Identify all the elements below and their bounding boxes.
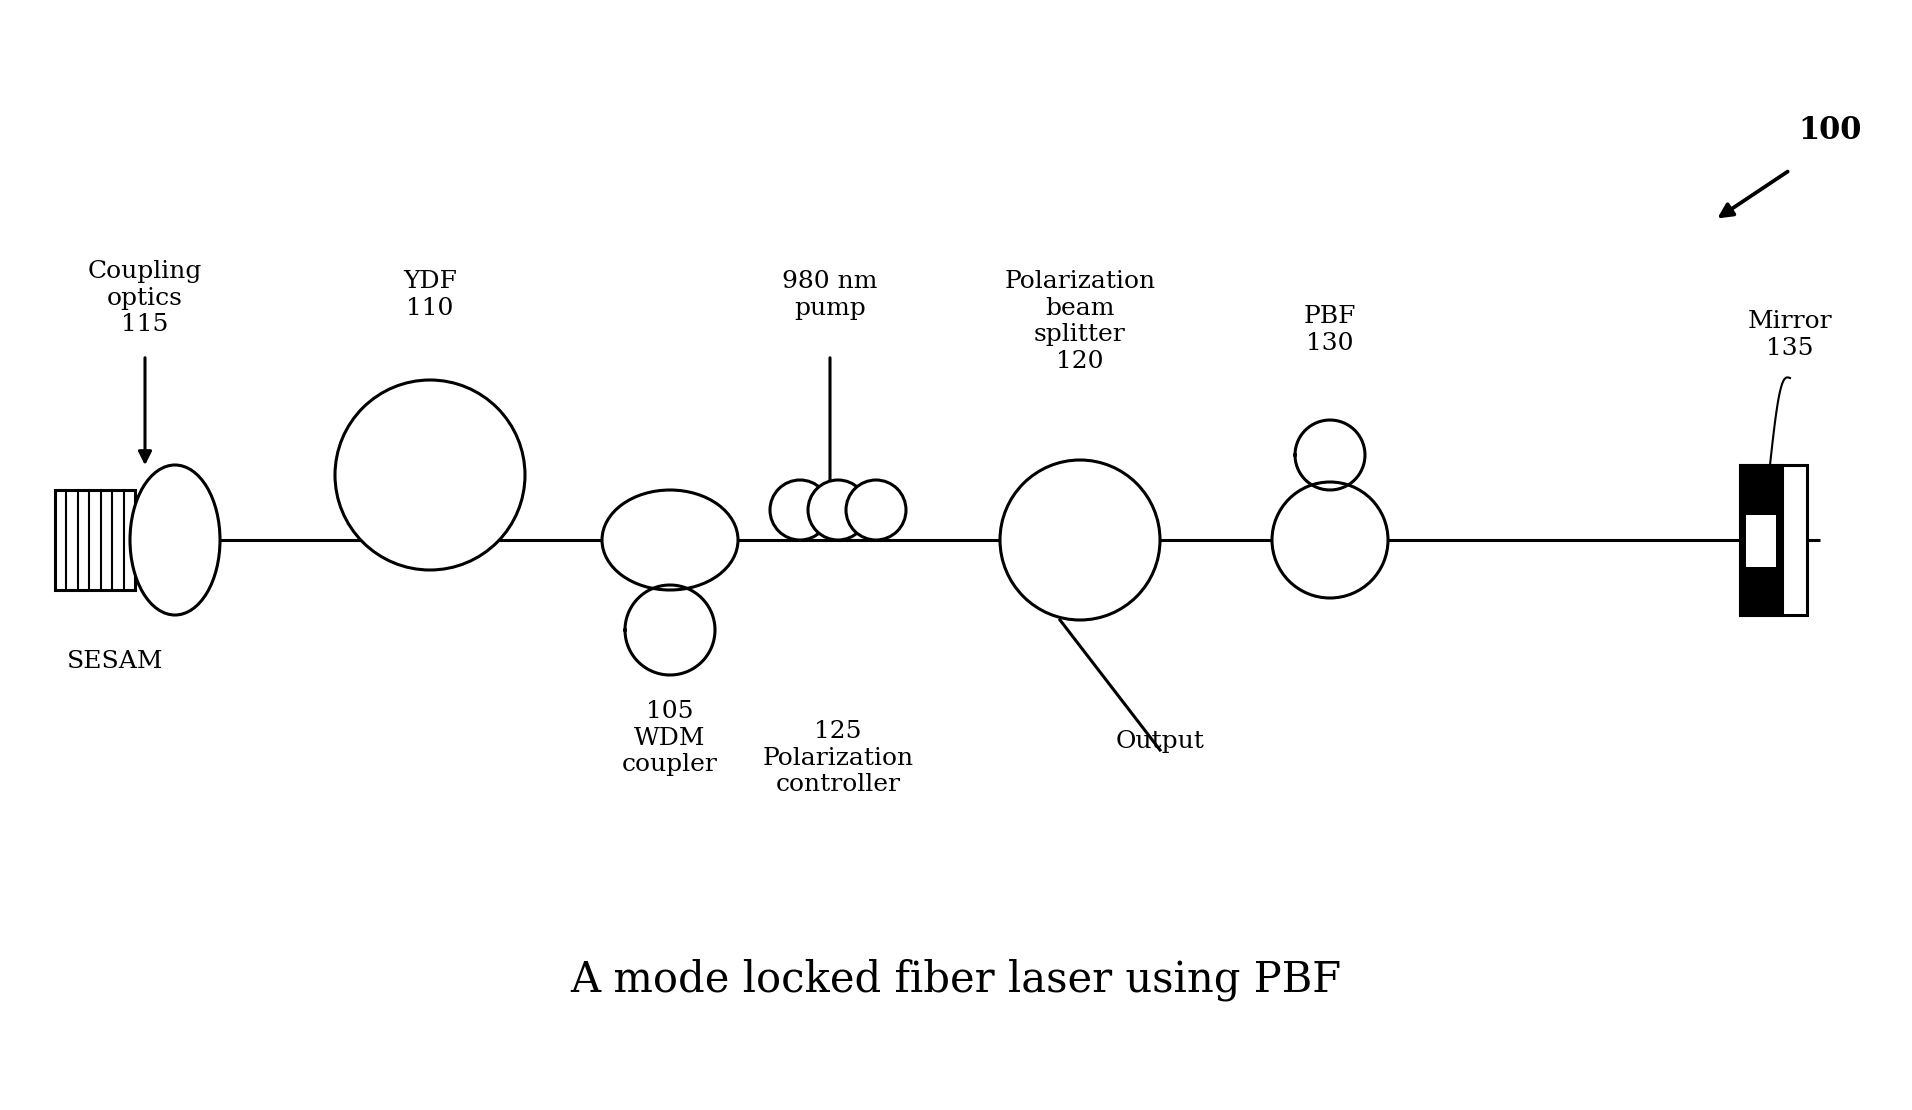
Text: YDF
110: YDF 110 — [403, 270, 457, 320]
Text: 980 nm
pump: 980 nm pump — [782, 270, 878, 320]
Ellipse shape — [602, 490, 738, 591]
Bar — [1740, 465, 1807, 615]
Text: 125
Polarization
controller: 125 Polarization controller — [763, 720, 914, 796]
Circle shape — [771, 480, 830, 539]
Bar — [1746, 515, 1776, 567]
Circle shape — [845, 480, 906, 539]
Text: 105
WDM
coupler: 105 WDM coupler — [621, 700, 717, 776]
Bar — [55, 490, 136, 591]
Text: SESAM: SESAM — [67, 650, 163, 673]
Text: A mode locked fiber laser using PBF: A mode locked fiber laser using PBF — [570, 959, 1342, 1001]
Text: Output: Output — [1115, 730, 1205, 753]
Circle shape — [335, 380, 526, 571]
Ellipse shape — [130, 465, 220, 615]
Text: 100: 100 — [1799, 115, 1862, 147]
Circle shape — [809, 480, 868, 539]
Text: Coupling
optics
115: Coupling optics 115 — [88, 260, 203, 336]
Bar — [1740, 465, 1782, 615]
Text: PBF
130: PBF 130 — [1304, 305, 1356, 354]
Circle shape — [1271, 482, 1388, 598]
Text: Polarization
beam
splitter
120: Polarization beam splitter 120 — [1004, 270, 1155, 373]
Circle shape — [1000, 460, 1161, 620]
Text: Mirror
135: Mirror 135 — [1748, 310, 1832, 360]
